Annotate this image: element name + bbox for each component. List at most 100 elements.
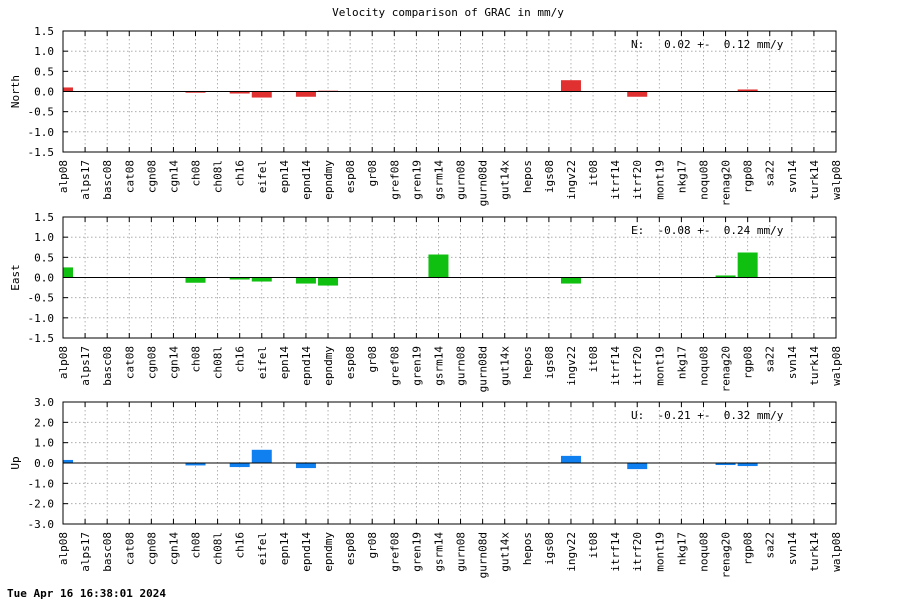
x-tick-label: svn14 bbox=[786, 532, 799, 565]
stats-annotation: U: -0.21 +- 0.32 mm/y bbox=[631, 409, 784, 422]
x-tick-label: alps17 bbox=[79, 346, 92, 386]
x-tick-label: gut14x bbox=[499, 160, 512, 200]
x-tick-label: alps17 bbox=[79, 160, 92, 200]
bar-north-epnd14 bbox=[295, 91, 316, 97]
bar-north-ingv22 bbox=[560, 80, 581, 92]
x-tick-label: cgn08 bbox=[145, 346, 158, 379]
x-tick-label: gr08 bbox=[366, 160, 379, 187]
x-tick-label: rgp08 bbox=[742, 346, 755, 379]
x-tick-label: eifel bbox=[256, 532, 269, 565]
x-tick-label: hepos bbox=[521, 532, 534, 565]
y-tick-label: 0.0 bbox=[34, 86, 54, 99]
x-tick-label: alp08 bbox=[57, 532, 70, 565]
x-tick-label: gsrm14 bbox=[432, 532, 445, 572]
x-tick-label: igs08 bbox=[543, 346, 556, 379]
bar-east-ch08 bbox=[185, 277, 206, 283]
x-tick-label: basc08 bbox=[101, 346, 114, 386]
x-tick-label: gren19 bbox=[410, 160, 423, 200]
y-tick-label: 1.0 bbox=[34, 231, 54, 244]
bar-up-ch16 bbox=[229, 463, 250, 468]
x-tick-label: ch08l bbox=[212, 532, 225, 565]
y-axis-label: Up bbox=[9, 456, 22, 469]
y-tick-label: 0.5 bbox=[34, 65, 54, 78]
x-tick-label: esp08 bbox=[344, 532, 357, 565]
x-tick-label: gut14x bbox=[499, 346, 512, 386]
x-tick-label: it08 bbox=[587, 160, 600, 187]
x-tick-label: ingv22 bbox=[565, 346, 578, 386]
x-tick-label: gut14x bbox=[499, 532, 512, 572]
x-tick-label: eifel bbox=[256, 160, 269, 193]
x-tick-label: epnd14 bbox=[300, 346, 313, 386]
x-tick-label: ch08 bbox=[190, 532, 203, 559]
x-tick-label: it08 bbox=[587, 346, 600, 373]
bar-east-epndmy bbox=[318, 277, 339, 286]
stats-annotation: E: -0.08 +- 0.24 mm/y bbox=[631, 224, 784, 237]
x-tick-label: mont19 bbox=[653, 160, 666, 200]
x-tick-label: gurn08d bbox=[477, 346, 490, 392]
y-tick-label: 1.0 bbox=[34, 437, 54, 450]
y-tick-label: 0.0 bbox=[34, 272, 54, 285]
x-tick-label: epn14 bbox=[278, 160, 291, 193]
bar-north-ch16 bbox=[229, 91, 250, 94]
x-tick-label: mont19 bbox=[653, 532, 666, 572]
x-tick-label: gr08 bbox=[366, 346, 379, 373]
x-tick-label: itrf14 bbox=[609, 532, 622, 572]
y-tick-label: 0.0 bbox=[34, 457, 54, 470]
bar-east-renag20 bbox=[715, 275, 736, 278]
chart-title: Velocity comparison of GRAC in mm/y bbox=[332, 6, 564, 19]
y-tick-label: 1.5 bbox=[34, 211, 54, 224]
x-tick-label: itrf14 bbox=[609, 346, 622, 386]
y-tick-label: -1.0 bbox=[28, 312, 55, 325]
x-tick-label: ch16 bbox=[234, 346, 247, 373]
x-tick-label: itrf20 bbox=[631, 346, 644, 386]
x-tick-label: cat08 bbox=[123, 160, 136, 193]
x-tick-label: esp08 bbox=[344, 160, 357, 193]
x-tick-label: noqu08 bbox=[697, 532, 710, 572]
bar-north-eifel bbox=[251, 91, 272, 98]
x-tick-label: gref08 bbox=[388, 532, 401, 572]
x-tick-label: turk14 bbox=[808, 532, 821, 572]
x-tick-label: itrf14 bbox=[609, 160, 622, 200]
x-tick-label: gsrm14 bbox=[432, 160, 445, 200]
bar-east-ch16 bbox=[229, 277, 250, 280]
x-tick-label: renag20 bbox=[720, 532, 733, 578]
bar-up-epnd14 bbox=[295, 463, 316, 469]
x-tick-label: igs08 bbox=[543, 160, 556, 193]
x-tick-label: sa22 bbox=[764, 160, 777, 187]
x-tick-label: gren19 bbox=[410, 532, 423, 572]
plot-frame bbox=[62, 401, 837, 525]
x-tick-label: epnd14 bbox=[300, 532, 313, 572]
x-tick-label: esp08 bbox=[344, 346, 357, 379]
x-tick-label: eifel bbox=[256, 346, 269, 379]
x-tick-label: gurn08 bbox=[455, 160, 468, 200]
bar-north-alp08 bbox=[63, 87, 73, 92]
x-tick-label: walp08 bbox=[830, 346, 843, 386]
y-tick-label: -1.5 bbox=[28, 146, 55, 159]
x-tick-label: gurn08 bbox=[455, 346, 468, 386]
x-tick-label: epnd14 bbox=[300, 160, 313, 200]
x-tick-label: ingv22 bbox=[565, 532, 578, 572]
x-tick-label: ch16 bbox=[234, 160, 247, 187]
x-tick-label: gurn08 bbox=[455, 532, 468, 572]
x-tick-label: igs08 bbox=[543, 532, 556, 565]
x-tick-label: turk14 bbox=[808, 160, 821, 200]
x-tick-label: sa22 bbox=[764, 532, 777, 559]
y-axis-label: North bbox=[9, 75, 22, 108]
x-tick-label: epndmy bbox=[322, 532, 335, 572]
x-tick-label: hepos bbox=[521, 160, 534, 193]
x-tick-label: itrf20 bbox=[631, 160, 644, 200]
bar-up-ingv22 bbox=[560, 455, 581, 463]
bar-east-rgp08 bbox=[737, 252, 758, 278]
bar-east-ingv22 bbox=[560, 277, 581, 284]
y-tick-label: -1.5 bbox=[28, 332, 55, 345]
x-tick-label: gref08 bbox=[388, 160, 401, 200]
x-tick-label: nkg17 bbox=[675, 532, 688, 565]
stats-annotation: N: 0.02 +- 0.12 mm/y bbox=[631, 38, 784, 51]
x-tick-label: turk14 bbox=[808, 346, 821, 386]
bar-up-rgp08 bbox=[737, 463, 758, 467]
bar-up-renag20 bbox=[715, 463, 736, 466]
